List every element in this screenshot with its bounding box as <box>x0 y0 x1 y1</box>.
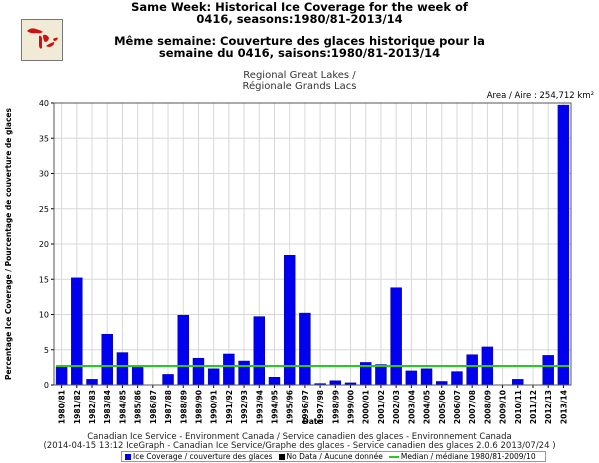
x-tick-label: 2008/09 <box>483 390 492 424</box>
bar-1989-90 <box>192 357 205 386</box>
x-tick-label: 2007/08 <box>468 390 477 424</box>
x-tick-label: 1989/90 <box>194 390 203 424</box>
bar-1996-97 <box>299 312 311 386</box>
bar-1982-83 <box>86 379 98 386</box>
x-tick-label: 1995/96 <box>286 390 295 424</box>
y-tick-label: 10 <box>39 311 49 320</box>
x-tick-label: 2005/06 <box>438 390 447 424</box>
bar-1994-95 <box>268 376 281 386</box>
x-tick-label: 2006/07 <box>453 390 462 424</box>
footer-credit-line1: Canadian Ice Service - Environment Canad… <box>87 432 512 442</box>
x-tick-label: 1992/93 <box>240 390 249 424</box>
x-tick-label: 1991/92 <box>225 390 234 424</box>
x-tick-label: 1993/94 <box>255 390 264 424</box>
bar-2005-06 <box>436 381 448 386</box>
x-tick-label: 1982/83 <box>88 390 97 424</box>
x-tick-label: 1999/00 <box>347 390 356 424</box>
bar-1991-92 <box>223 353 235 386</box>
chart-title-fr-line2: semaine du 0416, saisons:1980/81-2013/14 <box>158 46 441 60</box>
bar-1985-86 <box>131 367 144 386</box>
x-tick-label: 1987/88 <box>164 390 173 424</box>
area-label: Area / Aire : 254,712 km² <box>486 91 594 101</box>
y-tick-label: 20 <box>39 240 49 249</box>
x-axis-label: Date <box>303 417 323 426</box>
bar-2006-07 <box>451 371 463 386</box>
chart-legend: Ice Coverage / couverture des glaces No … <box>121 451 546 462</box>
x-tick-label: 1983/84 <box>103 390 112 424</box>
x-tick-label: 2004/05 <box>423 390 432 424</box>
legend-swatch-median <box>388 455 399 458</box>
region-label-fr: Régionale Grands Lacs <box>242 81 357 92</box>
legend-swatch-ice-coverage <box>125 453 131 460</box>
y-tick-label: 0 <box>44 381 49 390</box>
bar-1988-89 <box>177 314 189 386</box>
legend-label-median: Median / médiane 1980/81-2009/10 <box>400 452 536 461</box>
legend-label-ice-coverage: Ice Coverage / couverture des glaces <box>133 452 273 461</box>
bar-2002-03 <box>390 287 402 386</box>
x-tick-label: 2013/14 <box>559 390 568 424</box>
x-tick-label: 1984/85 <box>118 390 127 424</box>
y-tick-label: 25 <box>39 205 49 214</box>
x-tick-label: 2012/13 <box>544 390 553 424</box>
x-tick-label: 1996/97 <box>301 390 310 424</box>
bar-2004-05 <box>420 368 433 386</box>
legend-item-ice-coverage: Ice Coverage / couverture des glaces <box>125 452 273 461</box>
legend-swatch-no-data <box>278 453 285 460</box>
plot-frame <box>53 102 572 386</box>
footer-credit-line2: (2014-04-15 13:12 IceGraph - Canadian Ic… <box>43 441 556 451</box>
x-tick-label: 2003/04 <box>407 390 416 424</box>
legend-item-median: Median / médiane 1980/81-2009/10 <box>388 452 536 461</box>
x-tick-label: 2001/02 <box>377 390 386 424</box>
bar-1984-85 <box>116 352 129 386</box>
legend-item-no-data: No Data / Aucune donnée <box>278 452 383 461</box>
y-tick-label: 40 <box>39 99 49 108</box>
bar-1983-84 <box>101 333 113 386</box>
x-tick-label: 1998/99 <box>331 390 340 424</box>
chart-title-line1: Same Week: Historical Ice Coverage for t… <box>131 0 468 14</box>
x-tick-label: 1981/82 <box>73 390 82 424</box>
region-label-en: Regional Great Lakes / <box>243 70 356 81</box>
y-tick-label: 15 <box>39 275 49 284</box>
x-tick-label: 2009/10 <box>499 390 508 424</box>
x-tick-label: 2010/11 <box>514 390 523 424</box>
bar-1990-91 <box>207 368 220 386</box>
y-tick-label: 35 <box>39 134 49 143</box>
x-tick-label: 1990/91 <box>210 390 219 424</box>
chart-title-fr-line1: Même semaine: Couverture des glaces hist… <box>114 34 485 48</box>
x-tick-label: 1985/86 <box>134 390 143 424</box>
x-tick-label: 1986/87 <box>149 390 158 424</box>
bar-1998-99 <box>329 380 342 386</box>
y-tick-label: 30 <box>39 170 49 179</box>
bar-2003-04 <box>405 370 418 386</box>
bar-2013-14 <box>557 104 570 386</box>
bar-2012-13 <box>542 355 554 386</box>
x-tick-label: 2000/01 <box>362 390 371 424</box>
bar-2007-08 <box>466 354 478 386</box>
x-tick-label: 1994/95 <box>270 390 279 424</box>
chart-title-line2: 0416, seasons:1980/81-2013/14 <box>196 12 403 26</box>
bar-1992-93 <box>238 360 250 386</box>
bar-2001-02 <box>375 364 387 386</box>
x-tick-label: 1980/81 <box>58 390 67 424</box>
x-tick-label: 2002/03 <box>392 390 401 424</box>
bar-1980-81 <box>55 366 68 386</box>
x-tick-label: 2011/12 <box>529 390 538 424</box>
bar-1993-94 <box>253 316 266 386</box>
legend-label-no-data: No Data / Aucune donnée <box>286 452 383 461</box>
bar-1981-82 <box>71 277 83 386</box>
bar-2010-11 <box>512 379 524 386</box>
y-tick-label: 5 <box>44 346 49 355</box>
x-tick-label: 1988/89 <box>179 390 188 424</box>
x-tick-label: 1997/98 <box>316 390 325 424</box>
great-lakes-map-icon <box>21 19 63 61</box>
bar-1987-88 <box>162 374 174 386</box>
y-axis-label: Percentage Ice Coverage / Pourcentage de… <box>4 107 13 379</box>
